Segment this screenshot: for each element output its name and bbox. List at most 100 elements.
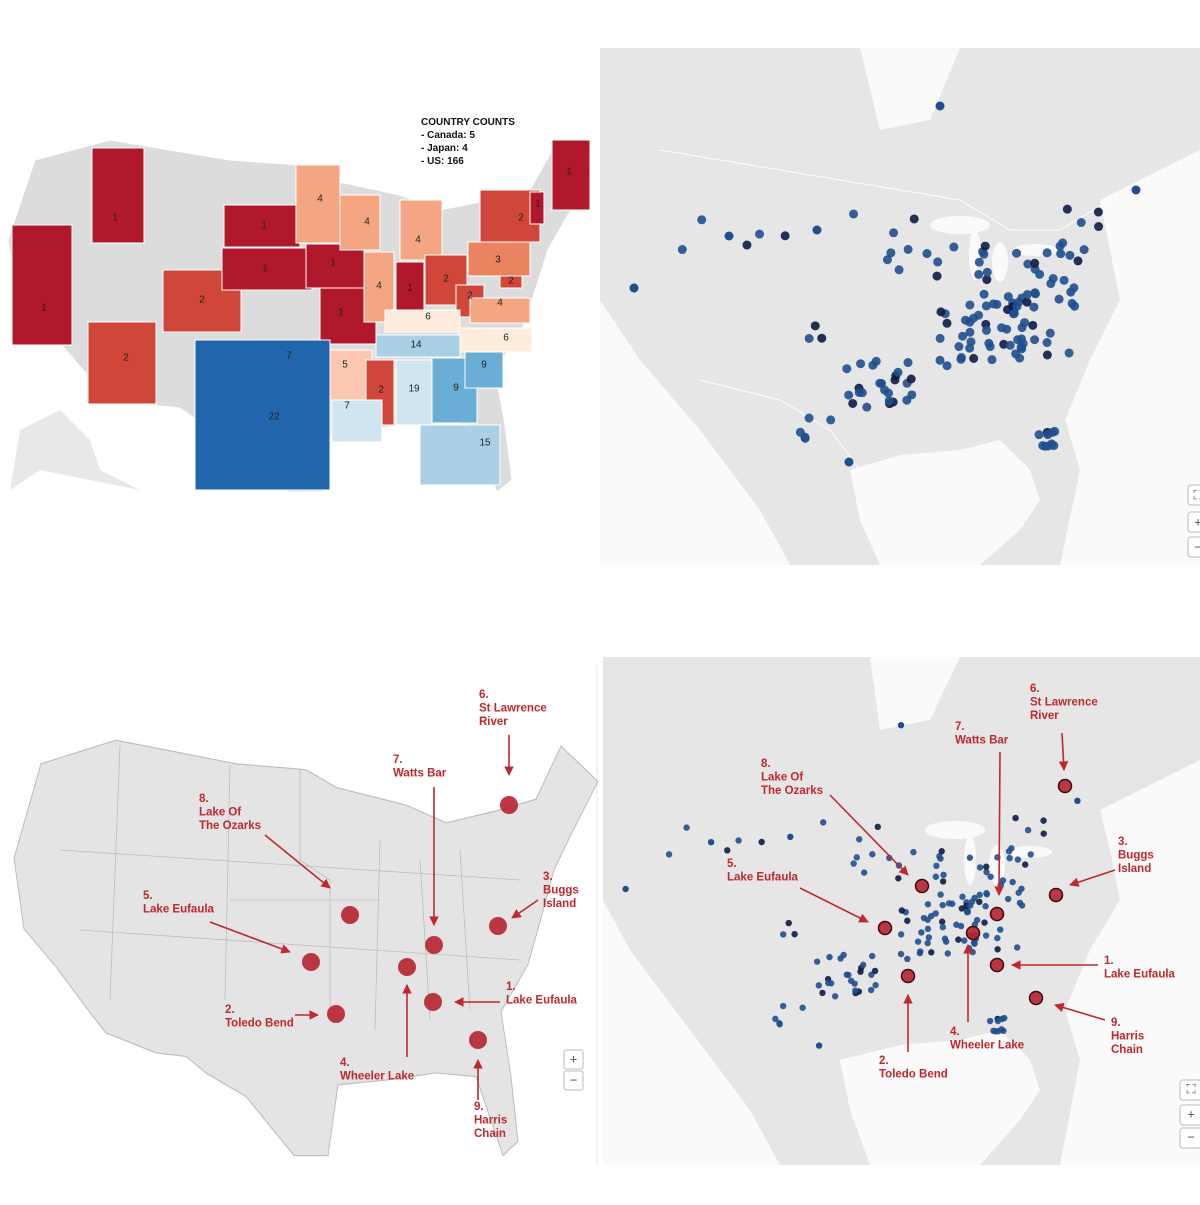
lakes-us-panel: 1. Lake Eufaula 2. Toledo Bend 3. BuggsIsland… (13, 665, 599, 1165)
location-dot (932, 271, 942, 281)
location-dot (935, 355, 945, 365)
location-dot (779, 1002, 787, 1010)
location-dot (817, 333, 827, 343)
fullscreen-button[interactable]: ⛶ (1192, 487, 1200, 502)
zoom-in-button[interactable]: + (1187, 1106, 1195, 1121)
fullscreen-button[interactable]: ⛶ (1185, 1081, 1196, 1096)
lake-name: Buggs (1118, 850, 1154, 862)
location-dot (956, 353, 966, 363)
location-dot (965, 327, 975, 337)
lake-name: Toledo Bend (225, 1018, 294, 1030)
state-count-label: 4 (317, 194, 323, 205)
location-dot (909, 214, 919, 224)
location-dot (1056, 249, 1066, 259)
location-dot (969, 353, 979, 363)
location-dot (897, 722, 905, 729)
location-dot (982, 267, 992, 277)
lake-marker (500, 796, 518, 814)
location-dot (1062, 204, 1072, 214)
state-count-label: 5 (342, 360, 348, 371)
zoom-in-button[interactable]: + (1194, 514, 1200, 529)
lake-rank: 7. (393, 754, 403, 766)
location-dot (1023, 259, 1033, 269)
location-dot (1029, 302, 1039, 312)
location-dot (1017, 323, 1027, 333)
location-dot (945, 900, 953, 907)
lake-name: Lake Eufaula (506, 995, 578, 1007)
location-dot (1017, 334, 1026, 344)
location-dot (904, 917, 911, 924)
location-dot (735, 837, 742, 844)
state (305, 243, 365, 289)
annotation-arrow (1054, 1002, 1106, 1021)
location-dot (1040, 817, 1047, 824)
location-dot (904, 955, 911, 963)
location-dot (1034, 430, 1044, 440)
location-dot (724, 847, 731, 854)
location-dot (897, 950, 905, 958)
location-dot (1030, 335, 1040, 345)
zoom-controls[interactable]: + − (563, 1049, 584, 1091)
location-dot (939, 918, 946, 925)
state-count-label: 1 (407, 283, 413, 294)
location-dot (804, 413, 814, 423)
location-dot (966, 337, 976, 347)
location-dot (903, 244, 913, 254)
location-dot (910, 848, 917, 856)
location-dot (1058, 238, 1068, 248)
state-count-label: 1 (112, 213, 118, 224)
location-dot (939, 901, 946, 909)
zoom-controls[interactable]: ⛶ + − (1187, 484, 1200, 558)
location-dot (1040, 830, 1047, 837)
lake-marker (1028, 990, 1044, 1006)
zoom-out-button[interactable]: − (1194, 539, 1200, 554)
location-dot (983, 863, 990, 870)
zoom-out-button[interactable]: − (1187, 1129, 1195, 1144)
state-count-label: 2 (199, 295, 205, 306)
location-dot (935, 333, 945, 343)
state (91, 147, 145, 244)
location-dot (1011, 349, 1021, 359)
location-dot (755, 229, 765, 239)
location-dot (683, 824, 690, 831)
location-dot (1042, 338, 1052, 348)
state (375, 334, 461, 358)
location-dot (982, 903, 989, 910)
lake-marker (302, 953, 320, 971)
location-dot (1047, 427, 1057, 437)
location-dot (889, 228, 899, 238)
location-dot (917, 948, 924, 955)
location-dot (1015, 889, 1022, 896)
location-dot (1030, 289, 1040, 299)
location-dot (813, 958, 821, 965)
zoom-out-button[interactable]: − (570, 1072, 578, 1087)
location-dot (936, 307, 946, 317)
lake-marker (914, 878, 930, 894)
location-dot (860, 869, 868, 876)
location-dot (810, 321, 820, 331)
state (384, 309, 461, 333)
lake-name: Island (543, 898, 576, 910)
lake-rank: 8. (199, 793, 209, 805)
state-count-label: 1 (566, 167, 572, 178)
lake-name: Wheeler Lake (950, 1040, 1024, 1052)
state-count-label: 9 (453, 383, 459, 394)
state-count-label: 1 (535, 199, 541, 210)
state (339, 194, 381, 251)
state-count-label: 1 (261, 221, 267, 232)
location-dot (1012, 301, 1022, 311)
location-dot (1070, 301, 1080, 311)
location-dot (884, 396, 894, 406)
location-dot (1046, 279, 1056, 289)
zoom-controls[interactable]: ⛶ + − (1179, 1079, 1200, 1149)
state (87, 321, 157, 405)
zoom-in-button[interactable]: + (570, 1051, 578, 1066)
location-dot (1002, 324, 1012, 334)
location-dot (845, 971, 852, 979)
lake-name: Lake Eufaula (1104, 969, 1176, 981)
location-dot (871, 356, 881, 366)
location-dot (898, 907, 906, 914)
location-dot (942, 938, 950, 945)
annotation-arrow (1058, 732, 1069, 771)
location-dot (697, 215, 707, 225)
